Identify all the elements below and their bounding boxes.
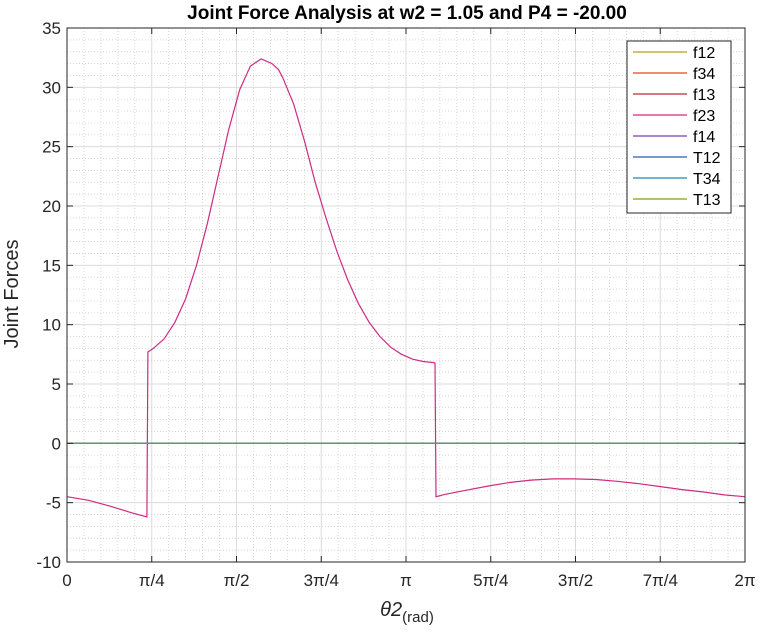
x-tick-label: 7π/4 <box>643 571 678 590</box>
legend-box <box>626 40 732 214</box>
y-tick-label: 25 <box>42 138 61 157</box>
x-axis-label: θ2(rad) <box>380 599 434 626</box>
y-tick-label: -10 <box>36 553 61 572</box>
y-tick-label: 20 <box>42 197 61 216</box>
y-axis-label: Joint Forces <box>1 240 23 349</box>
legend-label-f34: f34 <box>693 66 715 83</box>
y-tick-label: 30 <box>42 78 61 97</box>
x-tick-labels: 0 π/4 π/2 3π/4 π 5π/4 3π/2 7π/4 2π <box>62 571 755 590</box>
y-tick-label: -5 <box>46 494 61 513</box>
legend-label-T12: T12 <box>693 150 721 167</box>
x-tick-label: 3π/4 <box>304 571 339 590</box>
y-tick-label: 15 <box>42 256 61 275</box>
legend-label-f13: f13 <box>693 87 715 104</box>
y-tick-label: 5 <box>52 375 61 394</box>
legend-label-f23: f23 <box>693 108 715 125</box>
x-axis-label-subscript: (rad) <box>402 609 434 626</box>
legend: f12 f34 f13 f23 f14 T12 T34 T13 <box>626 40 732 214</box>
x-tick-label: 0 <box>62 571 71 590</box>
x-tick-label: 5π/4 <box>473 571 508 590</box>
chart-title: Joint Force Analysis at w2 = 1.05 and P4… <box>187 3 627 24</box>
y-tick-label: 10 <box>42 316 61 335</box>
y-tick-label: 0 <box>52 434 61 453</box>
legend-label-f12: f12 <box>693 45 715 62</box>
series-line-f23 <box>66 58 746 518</box>
legend-label-T34: T34 <box>693 171 721 188</box>
x-tick-label: π/2 <box>224 571 250 590</box>
series-layer <box>66 58 746 518</box>
x-axis-label-main: θ2 <box>380 599 402 621</box>
x-tick-label: π/4 <box>139 571 165 590</box>
x-tick-label: π <box>400 571 412 590</box>
tick-marks <box>66 27 746 563</box>
legend-label-T13: T13 <box>693 192 721 209</box>
x-tick-label: 2π <box>734 571 755 590</box>
x-tick-label: 3π/2 <box>558 571 593 590</box>
y-tick-labels: 35 30 25 20 15 10 5 0 -5 -10 <box>36 19 61 572</box>
legend-label-f14: f14 <box>693 129 715 146</box>
y-tick-label: 35 <box>42 19 61 38</box>
